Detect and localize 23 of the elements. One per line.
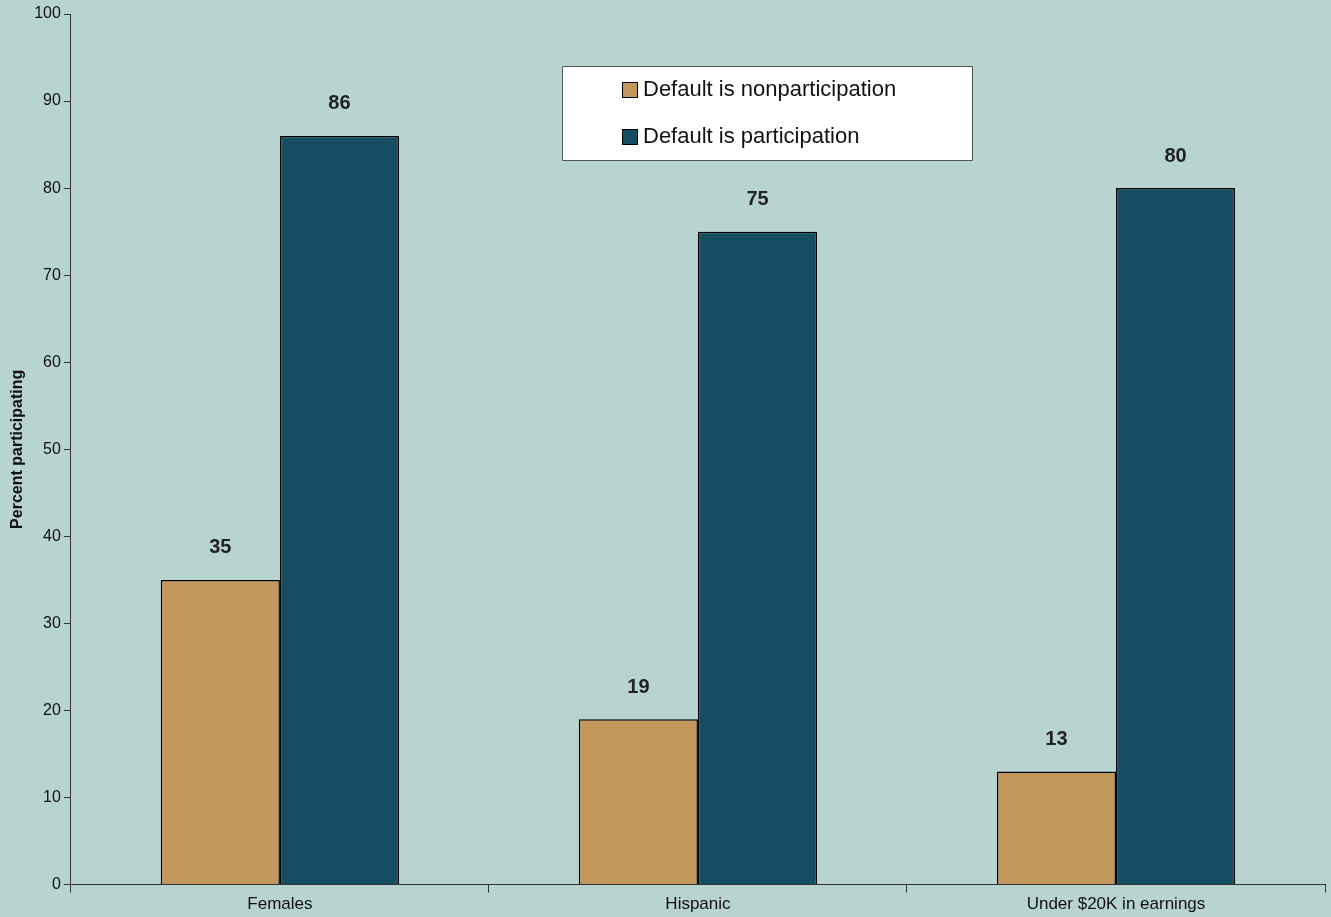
legend-label: Default is participation bbox=[643, 123, 860, 149]
y-tick-label: 70 bbox=[43, 265, 61, 283]
y-tick-label: 90 bbox=[43, 91, 61, 109]
y-tick-label: 10 bbox=[43, 787, 61, 805]
data-label: 75 bbox=[746, 187, 769, 210]
data-label: 86 bbox=[328, 91, 351, 114]
y-tick-label: 20 bbox=[43, 700, 61, 718]
x-tick-label: Females bbox=[247, 894, 313, 914]
y-tick-label: 100 bbox=[34, 4, 61, 22]
y-tick-label: 50 bbox=[43, 439, 61, 457]
x-tick-label: Hispanic bbox=[665, 894, 732, 914]
y-axis-title: Percent participating bbox=[8, 369, 26, 529]
legend-label: Default is nonparticipation bbox=[643, 76, 897, 102]
y-tick-label: 30 bbox=[43, 613, 61, 631]
data-label: 13 bbox=[1045, 726, 1068, 749]
y-tick-label: 40 bbox=[43, 526, 61, 544]
y-tick-label: 80 bbox=[43, 178, 61, 196]
y-tick-label: 0 bbox=[51, 875, 61, 893]
y-tick-label: 60 bbox=[43, 352, 61, 370]
data-label: 80 bbox=[1164, 143, 1187, 166]
data-label: 35 bbox=[209, 535, 232, 558]
data-label: 19 bbox=[627, 674, 650, 697]
x-tick-label: Under $20K in earnings bbox=[1026, 894, 1206, 914]
